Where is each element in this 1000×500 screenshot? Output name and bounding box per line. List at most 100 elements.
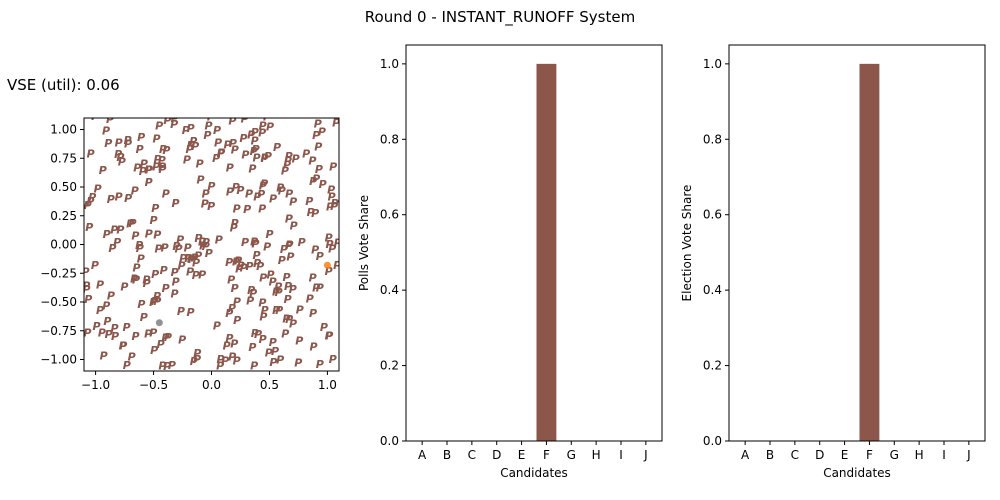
voter-marker: P [247,284,255,297]
voter-marker: P [191,140,199,153]
voter-marker: P [284,154,292,167]
voter-marker: P [269,336,277,349]
y-tick-label: 0.4 [703,283,722,297]
voter-marker: P [128,217,136,230]
y-tick-label: 0.6 [703,208,722,222]
voter-marker: P [260,152,268,165]
x-axis-label: Candidates [823,466,891,480]
voter-marker: P [98,327,106,340]
voter-marker: P [132,261,140,274]
voter-marker: P [240,262,248,275]
voter-marker: P [118,156,126,169]
voter-marker: P [273,141,281,154]
voter-marker: P [225,256,233,269]
voter-marker: P [330,200,338,213]
voter-marker: P [269,356,277,369]
voter-marker: P [228,302,236,315]
voter-marker: P [284,293,292,306]
x-tick-label: −0.5 [139,378,168,392]
voter-marker: P [312,129,320,142]
bar-F [859,63,880,441]
voter-marker: P [145,227,153,240]
voter-marker: P [142,274,150,287]
voter-marker: P [111,330,119,343]
x-tick-label: J [966,448,971,462]
x-tick-label: B [443,448,451,462]
voter-marker: P [171,266,179,279]
voter-marker: P [105,328,113,341]
voter-marker: P [241,113,249,126]
voter-marker: P [136,242,144,255]
voter-marker: P [183,153,191,166]
voter-marker: P [263,241,271,254]
voter-marker: P [212,152,220,165]
voter-marker: P [170,118,178,131]
voter-marker: P [251,126,259,139]
voter-marker: P [160,264,168,277]
voter-marker: P [158,360,166,373]
voter-marker: P [286,250,294,263]
voter-marker: P [178,333,186,346]
voter-marker: P [194,250,202,263]
x-tick-label: I [942,448,946,462]
voter-marker: P [201,197,209,210]
scatter-panel: PPPPPPPPPPPPPPPPPPPPPPPPPPPPPPPPPPPPPPPP… [0,98,359,401]
voter-marker: P [326,200,334,213]
voter-marker: P [252,249,260,262]
polls-vote-share-panel: A B C D E F G H I J 0.0 0.2 0.4 0.6 0.8 1.0 Candidates Po… [357,44,663,480]
mask-left [0,98,84,391]
voter-marker: P [250,360,258,373]
voter-marker: P [85,221,93,234]
voter-marker: P [329,353,337,366]
voter-marker: P [153,228,161,241]
voter-marker: P [249,287,257,300]
voter-marker: P [311,244,319,257]
voter-marker: P [232,181,240,194]
voter-marker: P [84,293,92,306]
x-tick-label: A [418,448,427,462]
x-tick-label: J [643,448,648,462]
voter-marker: P [172,240,180,253]
voter-marker: P [120,281,128,294]
x-tick-label: G [890,448,899,462]
voter-marker: P [87,148,95,161]
y-tick-label: 0.0 [703,434,722,448]
y-axis-label: Election Vote Share [680,185,694,302]
voter-marker: P [215,234,223,247]
voter-marker: P [253,257,261,270]
voter-marker: P [140,157,148,170]
voter-marker: P [316,282,324,295]
voter-marker: P [228,115,236,128]
y-tick-label: 1.00 [50,123,77,137]
voter-marker: P [115,137,123,150]
x-tick-label: 0.0 [202,378,221,392]
voter-marker: P [131,330,139,343]
voter-marker: P [196,174,204,187]
voter-marker: P [223,139,231,152]
voter-marker: P [161,331,169,344]
voter-marker: P [278,185,286,198]
voter-marker: P [320,321,328,334]
bar-F [536,63,557,441]
voter-marker: P [290,220,298,233]
voter-marker: P [205,247,213,260]
voter-marker: P [187,253,195,266]
voter-marker: P [295,335,303,348]
x-tick-label: D [492,448,501,462]
y-tick-label: 0.0 [380,434,399,448]
voter-marker: P [171,197,179,210]
highlight-point [155,319,163,327]
voter-marker: P [83,327,91,340]
voter-marker: P [145,176,153,189]
voter-marker: P [123,359,131,372]
vse-label: VSE (util): 0.06 [7,76,120,94]
x-tick-label: I [619,448,623,462]
voter-marker: P [162,144,170,157]
voter-marker: P [149,296,157,309]
voter-marker: P [259,180,267,193]
y-tick-label: −0.75 [40,324,77,338]
voter-marker: P [329,160,337,173]
voter-marker: P [202,187,210,200]
voter-marker: P [311,207,319,220]
